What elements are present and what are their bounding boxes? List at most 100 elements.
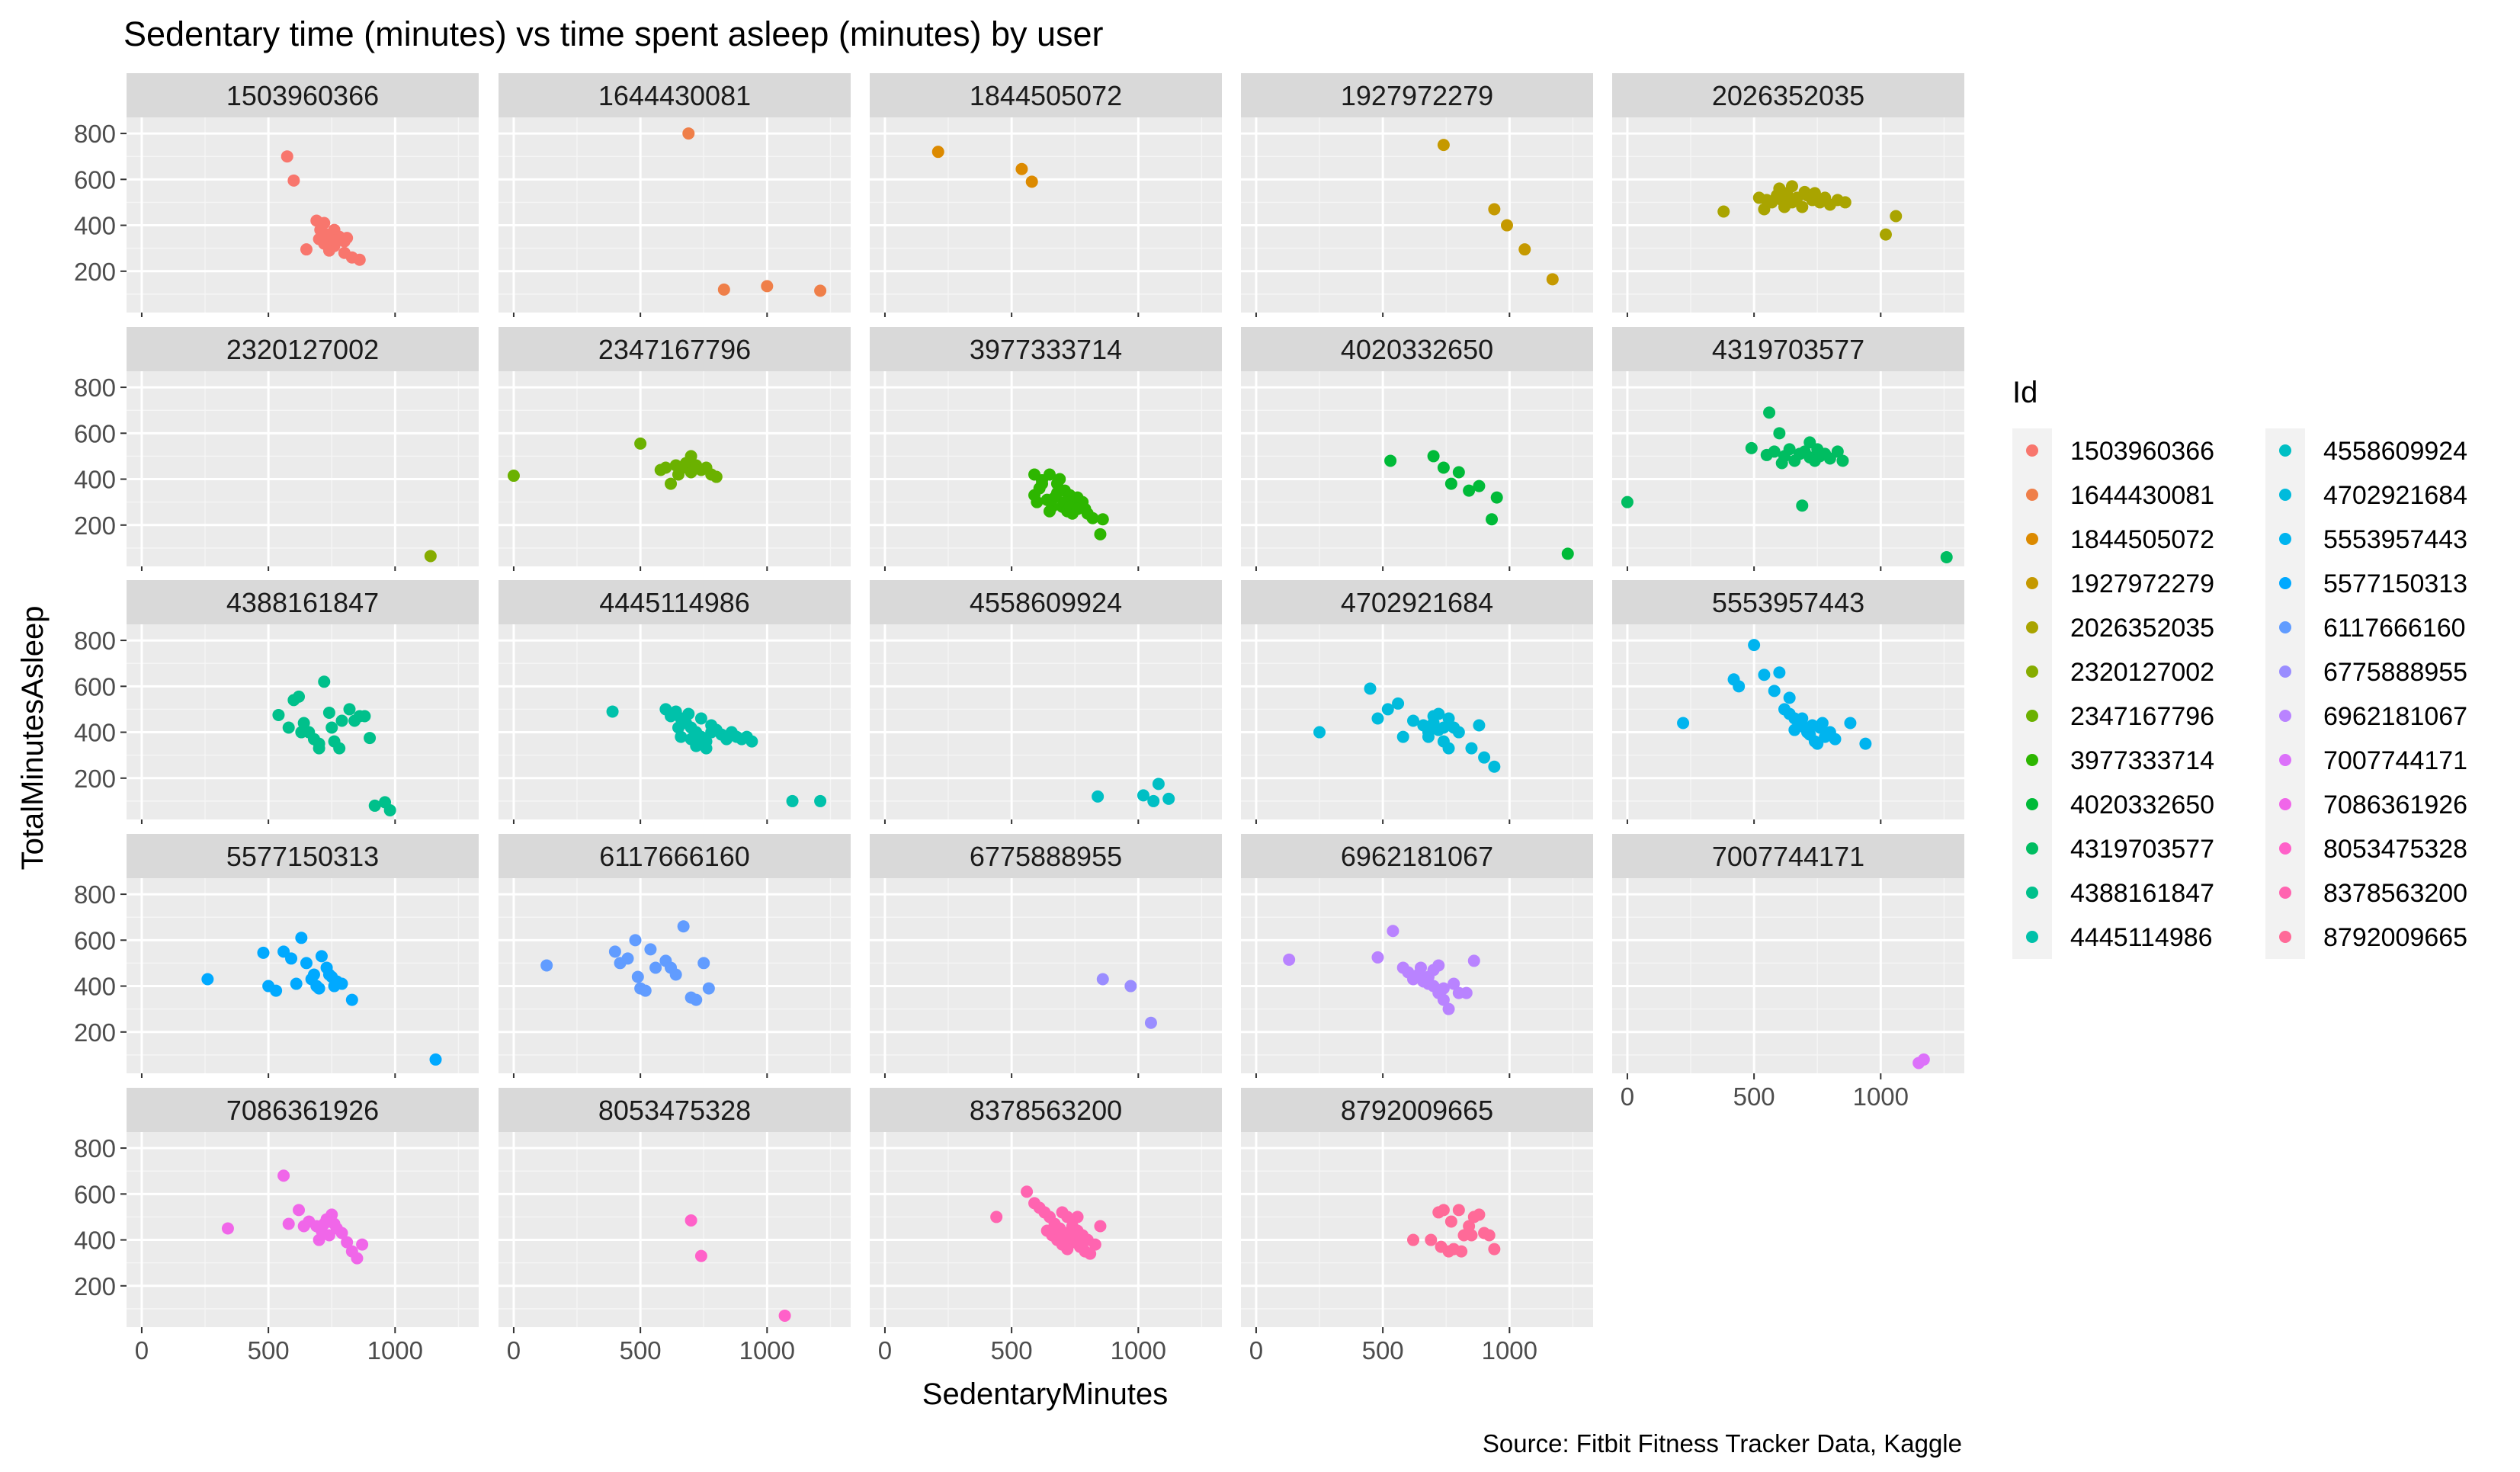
data-point — [201, 973, 214, 986]
facet-strip — [127, 1088, 479, 1132]
legend-item-2347167796: 2347167796 — [2012, 694, 2214, 738]
data-point — [1717, 205, 1730, 218]
data-point — [1437, 139, 1450, 152]
data-point — [1435, 1240, 1448, 1253]
data-point — [1162, 792, 1175, 805]
series-4702921684 — [1313, 682, 1501, 773]
data-point — [1806, 719, 1819, 732]
data-point — [1677, 717, 1690, 730]
data-point — [1096, 513, 1109, 526]
data-point — [1096, 973, 1109, 986]
data-point — [313, 737, 325, 750]
data-point — [1422, 730, 1435, 743]
panel-7086361926: 7086361926 200 400 600 800 0 500 1000 — [74, 1088, 479, 1365]
y-tick-label: 600 — [74, 1180, 116, 1208]
data-point — [1460, 986, 1473, 999]
data-point — [1940, 550, 1953, 563]
y-tick-label: 200 — [74, 512, 116, 540]
legend-key-point — [2279, 754, 2291, 766]
data-point — [341, 1236, 354, 1249]
panel-1927972279: 1927972279 — [1241, 73, 1593, 317]
panel-8378563200: 8378563200 0 500 1000 — [870, 1088, 1222, 1365]
data-point — [1783, 443, 1796, 456]
data-point — [272, 708, 285, 721]
y-tick-label: 200 — [74, 258, 116, 286]
facet-strip-label: 2347167796 — [598, 334, 751, 365]
x-tick-label: 0 — [135, 1336, 149, 1365]
series-8053475328 — [685, 1214, 791, 1322]
legend-label: 5577150313 — [2323, 569, 2467, 598]
data-point — [1798, 185, 1811, 198]
facet-strip-label: 4388161847 — [226, 587, 379, 618]
facet-strip-label: 5553957443 — [1712, 587, 1864, 618]
facet-strip-label: 1927972279 — [1341, 80, 1493, 111]
data-point — [669, 968, 682, 981]
panel-4558609924: 4558609924 — [870, 580, 1222, 824]
y-tick-label: 800 — [74, 374, 116, 402]
data-point — [322, 1229, 335, 1242]
data-point — [1561, 547, 1574, 560]
panel-background — [499, 624, 851, 819]
legend-item-1503960366: 1503960366 — [2012, 428, 2214, 473]
series-4319703577 — [1621, 406, 1953, 563]
y-tick-label: 200 — [74, 1272, 116, 1300]
series-4020332650 — [1384, 450, 1574, 560]
data-point — [429, 1053, 442, 1066]
data-point — [1859, 737, 1872, 750]
data-point — [313, 982, 325, 995]
data-point — [606, 705, 619, 718]
y-tick-label: 400 — [74, 973, 116, 1001]
legend-key-point — [2279, 444, 2291, 457]
data-point — [1473, 719, 1486, 732]
facet-strip-label: 4319703577 — [1712, 334, 1864, 365]
legend-label: 8053475328 — [2323, 835, 2467, 864]
panel-6962181067: 6962181067 — [1241, 834, 1593, 1078]
data-point — [364, 732, 377, 745]
data-point — [328, 234, 341, 247]
data-point — [1061, 1211, 1074, 1223]
legend-label: 7007744171 — [2323, 746, 2467, 775]
data-point — [1387, 925, 1399, 938]
data-point — [1760, 194, 1773, 207]
data-point — [1844, 717, 1857, 730]
facet-strip — [127, 580, 479, 624]
data-point — [1763, 406, 1776, 419]
panel-5553957443: 5553957443 — [1612, 580, 1964, 824]
facet-strip-label: 6775888955 — [970, 841, 1122, 872]
legend-label: 4319703577 — [2070, 835, 2214, 864]
data-point — [300, 957, 313, 970]
legend-item-4702921684: 4702921684 — [2265, 473, 2467, 517]
data-point — [665, 477, 678, 490]
data-point — [1364, 682, 1377, 695]
x-tick-label: 500 — [991, 1336, 1033, 1365]
data-point — [1500, 219, 1513, 232]
data-point — [682, 707, 695, 720]
series-6117666160 — [540, 920, 715, 1006]
x-tick-label: 500 — [248, 1336, 290, 1365]
data-point — [1094, 1220, 1107, 1233]
facet-strip — [1612, 73, 1964, 117]
data-point — [745, 735, 758, 748]
panel-4388161847: 4388161847 200 400 600 800 — [74, 580, 479, 824]
legend-item-7086361926: 7086361926 — [2265, 782, 2467, 826]
panel-2347167796: 2347167796 — [499, 327, 851, 571]
data-point — [1144, 1016, 1157, 1029]
data-point — [1783, 691, 1796, 704]
data-point — [1452, 466, 1465, 479]
data-point — [1025, 175, 1038, 188]
legend-item-4020332650: 4020332650 — [2012, 782, 2214, 826]
facet-strip — [1612, 834, 1964, 878]
x-tick-label: 500 — [620, 1336, 662, 1365]
data-point — [1811, 737, 1824, 750]
data-point — [1432, 959, 1445, 972]
source-caption: Source: Fitbit Fitness Tracker Data, Kag… — [1483, 1429, 1962, 1458]
data-point — [786, 794, 799, 807]
legend-key-point — [2026, 710, 2038, 722]
y-tick-label: 400 — [74, 719, 116, 747]
data-point — [990, 1211, 1003, 1223]
data-point — [313, 1233, 325, 1246]
legend-item-8053475328: 8053475328 — [2265, 826, 2467, 871]
legend-item-4319703577: 4319703577 — [2012, 826, 2214, 871]
series-4558609924 — [1092, 778, 1175, 807]
